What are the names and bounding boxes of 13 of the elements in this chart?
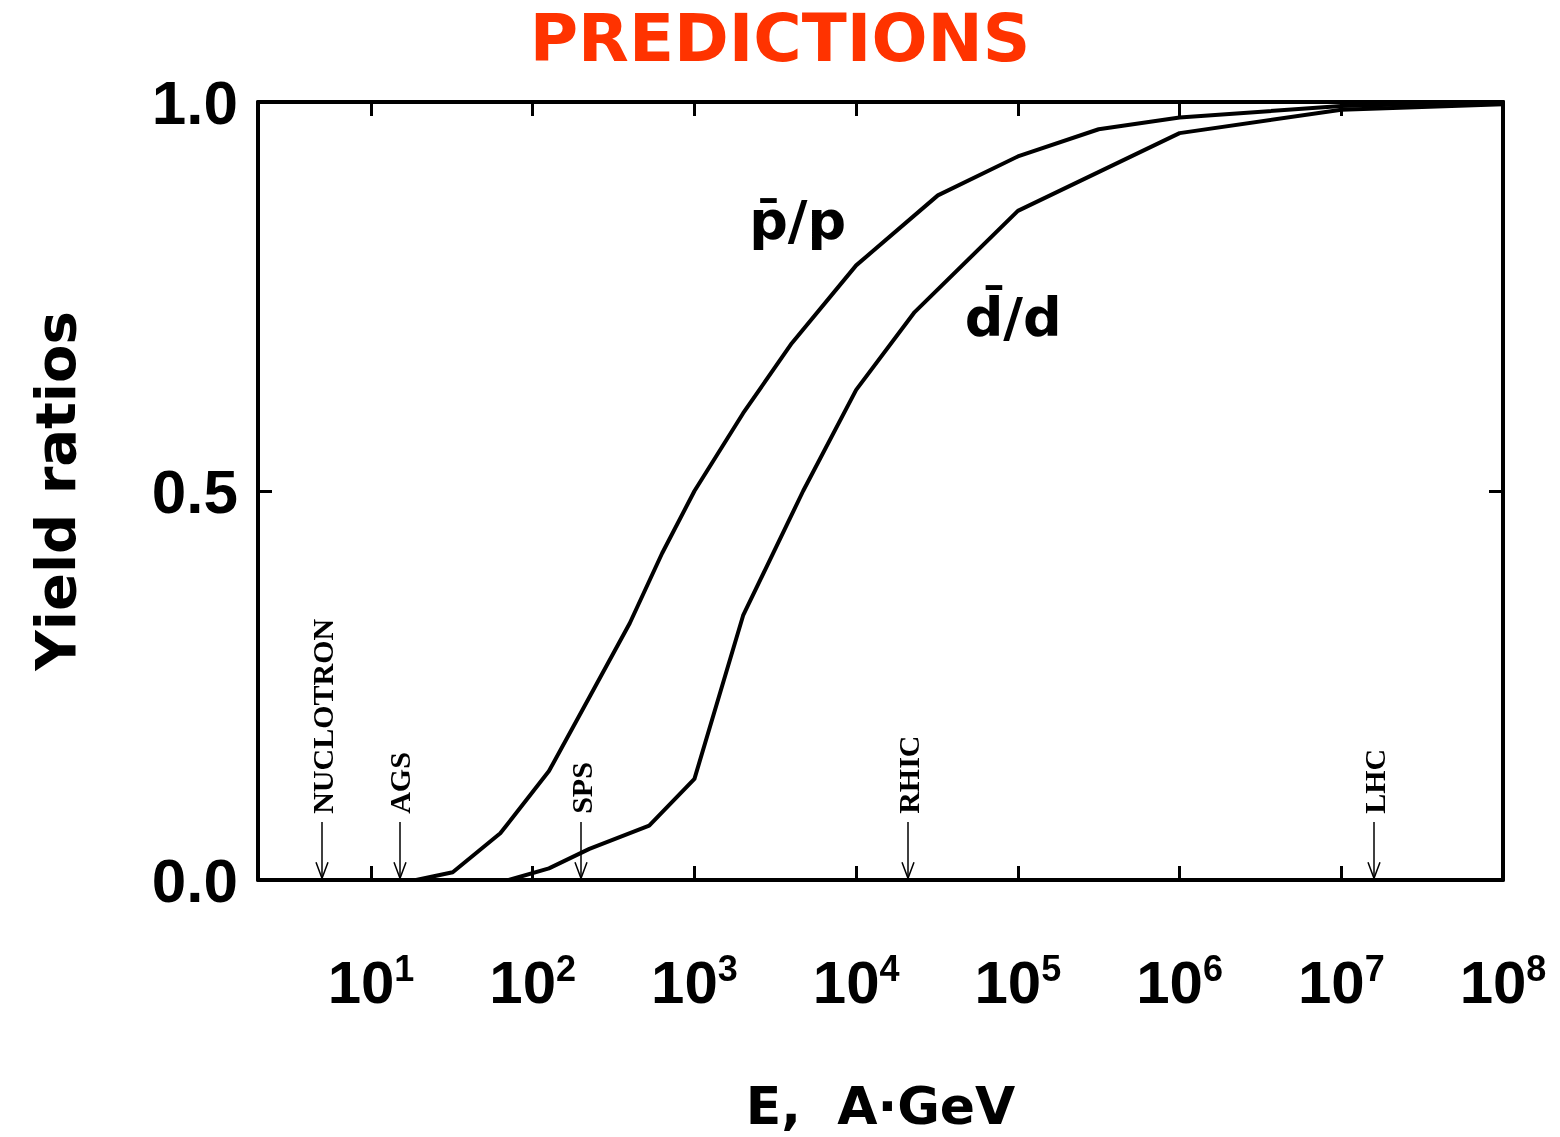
ref-line-label: AGS [383,752,417,814]
ref-line-label: LHC [1357,748,1391,814]
series-label: d̄/d [964,284,1062,349]
ref-line-label: NUCLOTRON [305,618,339,814]
y-tick-label: 1.0 [151,67,238,137]
y-tick-label: 0.5 [151,456,238,526]
x-axis-title: E, A·GeV [745,1076,1016,1136]
chart-title: PREDICTIONS [529,0,1031,77]
ref-line-label: RHIC [891,735,925,814]
y-tick-label: 0.0 [151,845,238,915]
y-axis-title: Yield ratios [22,311,88,672]
ref-line-label: SPS [564,762,598,814]
series-label: p̄/p [749,188,847,252]
